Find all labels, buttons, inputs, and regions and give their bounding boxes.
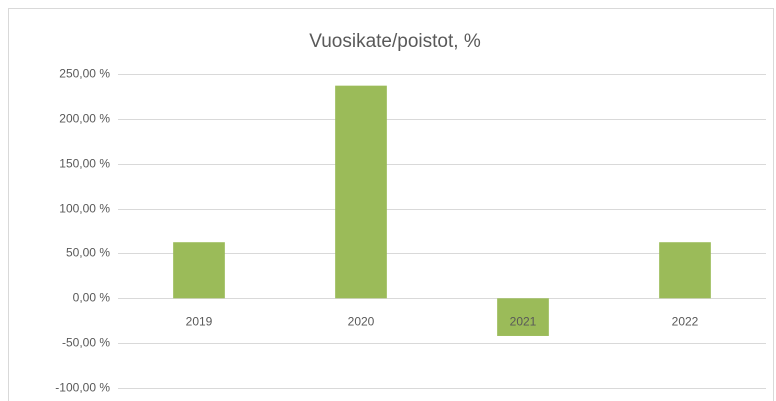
x-tick-label: 2020 xyxy=(348,314,375,328)
bar xyxy=(659,242,711,299)
y-tick-label: 0,00 % xyxy=(73,291,111,305)
x-tick-label: 2021 xyxy=(510,314,537,328)
y-tick-label: 100,00 % xyxy=(59,202,110,216)
y-tick-label: -100,00 % xyxy=(55,381,110,395)
y-tick-label: 200,00 % xyxy=(59,112,110,126)
bar xyxy=(173,242,225,299)
bar xyxy=(497,298,549,336)
chart-frame xyxy=(8,8,774,401)
x-tick-label: 2022 xyxy=(672,314,699,328)
chart-title: Vuosikate/poistot, % xyxy=(309,31,481,52)
y-tick-label: 250,00 % xyxy=(59,67,110,81)
y-tick-label: 50,00 % xyxy=(66,246,110,260)
bar xyxy=(335,85,387,299)
y-tick-label: -50,00 % xyxy=(62,336,110,350)
x-tick-label: 2019 xyxy=(186,314,213,328)
y-tick-label: 150,00 % xyxy=(59,157,110,171)
